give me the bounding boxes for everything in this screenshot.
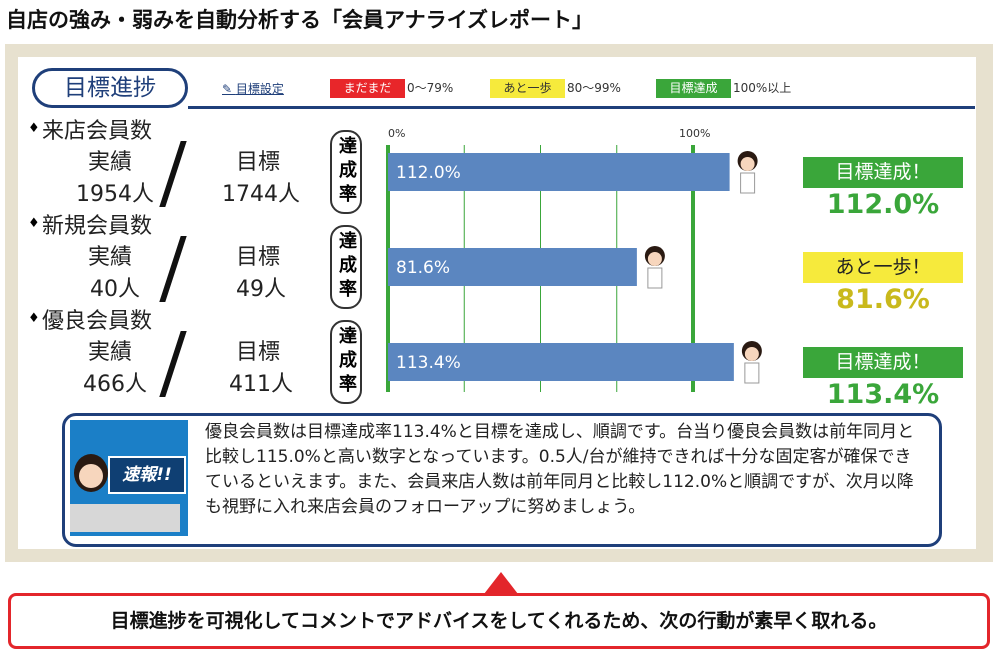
- legend-swatch: まだまだ: [330, 79, 405, 98]
- target-label: 目標: [236, 245, 281, 270]
- row-bullet: ♦: [28, 216, 40, 231]
- status: あと一歩！: [803, 252, 963, 283]
- bar-label: 112.0%: [396, 163, 461, 183]
- legend-swatch: 目標達成: [656, 79, 731, 98]
- row-name: 来店会員数: [42, 119, 153, 144]
- panel-title: 目標進捗: [32, 68, 188, 108]
- actual-value: 40人: [90, 277, 140, 302]
- bar: [388, 343, 734, 381]
- status-rate: 81.6%: [836, 284, 930, 315]
- legend-swatch: あと一歩: [490, 79, 565, 98]
- bar: [388, 248, 637, 286]
- settings-link[interactable]: ✎ 目標設定: [222, 82, 284, 96]
- status-rate: 113.4%: [826, 379, 940, 410]
- target-label: 目標: [236, 150, 281, 175]
- x-tick-label: 100%: [679, 127, 710, 140]
- rate-title: 達成率: [330, 225, 362, 309]
- comment-image: 速報!!: [70, 420, 188, 536]
- status-rate: 112.0%: [826, 189, 940, 220]
- bar-label: 113.4%: [396, 353, 461, 373]
- actual-label: 実績: [88, 245, 133, 270]
- target-value: 49人: [236, 277, 286, 302]
- legend-range: 100%以上: [733, 81, 792, 95]
- page-title: 自店の強み・弱みを自動分析する「会員アナライズレポート」: [6, 8, 593, 32]
- character-body: [744, 362, 760, 384]
- actual-value: 1954人: [76, 182, 154, 207]
- bar-label: 81.6%: [396, 258, 450, 278]
- target-value: 1744人: [222, 182, 300, 207]
- status: 目標達成！: [803, 347, 963, 378]
- character-body: [740, 172, 756, 194]
- comment-text: 優良会員数は目標達成率113.4%と目標を達成し、順調です。台当り優良会員数は前…: [205, 422, 915, 517]
- legend-range: 0〜79%: [407, 81, 454, 95]
- status: 目標達成！: [803, 157, 963, 188]
- row-name: 優良会員数: [42, 309, 153, 334]
- arrow: [484, 572, 518, 594]
- actual-label: 実績: [88, 340, 133, 365]
- rate-title: 達成率: [330, 320, 362, 404]
- character-face: [740, 157, 755, 171]
- settings-link-text[interactable]: 目標設定: [235, 82, 284, 96]
- rate-title: 達成率: [330, 130, 362, 214]
- callout: 目標進捗を可視化してコメントでアドバイスをしてくれるため、次の行動が素早く取れる…: [8, 593, 990, 649]
- bar: [388, 153, 730, 191]
- comment-box: [62, 413, 942, 547]
- character-face: [744, 347, 759, 361]
- row-name: 新規会員数: [42, 214, 153, 239]
- row-bullet: ♦: [28, 121, 40, 136]
- character-face: [647, 252, 662, 266]
- x-tick-label: 0%: [388, 127, 405, 140]
- actual-value: 466人: [83, 372, 147, 397]
- avatar-desk: [70, 504, 180, 532]
- avatar-face: [79, 464, 103, 488]
- character-body: [647, 267, 663, 289]
- badge: 速報!!: [108, 456, 186, 494]
- target-label: 目標: [236, 340, 281, 365]
- target-value: 411人: [229, 372, 293, 397]
- row-bullet: ♦: [28, 311, 40, 326]
- legend-range: 80〜99%: [567, 81, 621, 95]
- header-rule: [188, 106, 975, 109]
- actual-label: 実績: [88, 150, 133, 175]
